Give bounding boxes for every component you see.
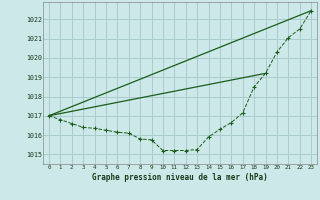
X-axis label: Graphe pression niveau de la mer (hPa): Graphe pression niveau de la mer (hPa) bbox=[92, 173, 268, 182]
